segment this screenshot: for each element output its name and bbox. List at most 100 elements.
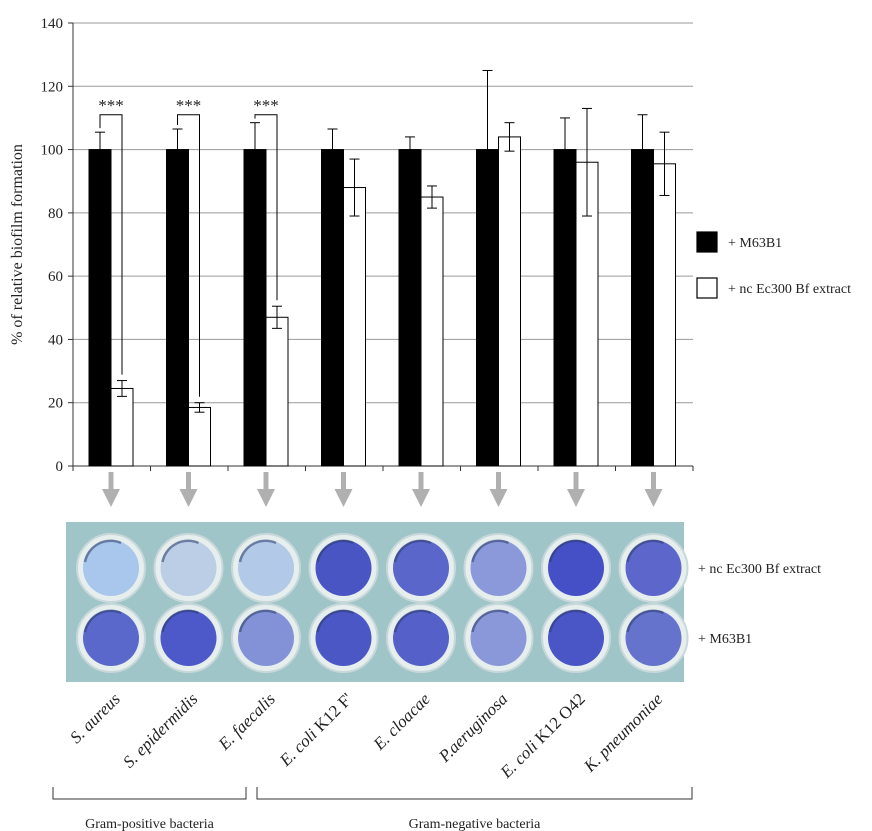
significance-label: *** — [253, 96, 279, 115]
down-arrow-icon — [489, 472, 508, 507]
legend-swatch — [696, 231, 718, 253]
arrow-shaft — [263, 472, 269, 492]
plate-row-label: + nc Ec300 Bf extract — [698, 562, 821, 577]
y-axis-title: % of relative biofilm formation — [9, 144, 26, 345]
bacteria-label: E. coli K12 F' — [275, 689, 356, 770]
well-meniscus — [83, 539, 122, 563]
legend-label: + M63B1 — [728, 236, 782, 251]
group-bracket: Gram-negative bacteria — [256, 787, 693, 831]
significance-bracket — [177, 114, 200, 397]
arrow-shaft — [651, 472, 656, 492]
well-liquid — [470, 610, 527, 666]
well-meniscus — [471, 609, 510, 633]
well-liquid — [238, 540, 294, 596]
well — [463, 603, 534, 673]
significance-label: *** — [176, 96, 202, 115]
well-liquid — [625, 540, 682, 596]
significance-label: *** — [98, 96, 124, 115]
well-meniscus — [161, 609, 200, 633]
bacteria-label: S. epidermidis — [119, 689, 201, 771]
well — [386, 603, 456, 673]
down-arrow-icon — [257, 472, 275, 507]
well — [308, 603, 379, 673]
y-tick-label: 80 — [48, 206, 63, 222]
well — [153, 533, 224, 603]
series-0 — [88, 69, 654, 467]
y-tick-label: 0 — [56, 459, 64, 475]
arrow-shaft — [108, 472, 114, 492]
bar — [420, 196, 444, 467]
bacteria-label: E. cloacae — [369, 689, 434, 754]
series-1 — [110, 107, 676, 467]
y-tick-label: 40 — [48, 332, 63, 348]
well — [231, 603, 301, 673]
y-tick-label: 140 — [41, 16, 64, 32]
well-meniscus — [626, 609, 665, 633]
legend: + M63B1 + nc Ec300 Bf extract — [696, 231, 851, 299]
bar — [321, 149, 344, 467]
well — [153, 603, 224, 673]
bar — [88, 149, 112, 467]
well-meniscus — [83, 609, 122, 633]
bacteria-label: S. aureus — [66, 689, 124, 747]
well-meniscus — [471, 539, 510, 563]
well-meniscus — [393, 609, 432, 633]
bar — [243, 149, 267, 467]
well-meniscus — [238, 539, 277, 563]
well-liquid — [160, 610, 217, 666]
bacteria-label: K. pneumoniae — [579, 689, 666, 776]
well-meniscus — [161, 539, 200, 563]
bacteria-name: P.aeruginosa — [434, 689, 511, 766]
significance-bracket — [99, 114, 123, 375]
well-meniscus — [548, 539, 587, 563]
well-meniscus — [316, 539, 355, 563]
y-tick-label: 20 — [48, 396, 63, 412]
bar — [343, 187, 366, 467]
well-liquid — [548, 540, 604, 596]
down-arrow-icon — [567, 472, 585, 507]
bar — [553, 149, 577, 467]
well — [76, 533, 146, 603]
well — [308, 533, 379, 603]
plate-row-label: + M63B1 — [698, 632, 752, 647]
well-liquid — [548, 610, 604, 666]
down-arrow-icon — [412, 472, 430, 507]
bracket-line — [256, 787, 693, 800]
arrow-shaft — [418, 472, 424, 492]
bar — [265, 316, 289, 467]
well-liquid — [238, 610, 294, 666]
well — [231, 533, 301, 603]
arrow-head — [179, 489, 198, 507]
arrow-head — [489, 489, 508, 507]
bar — [498, 136, 521, 467]
well — [541, 603, 611, 673]
bacteria-name: S. epidermidis — [119, 689, 201, 771]
group-label: Gram-negative bacteria — [409, 817, 542, 831]
arrow-head — [567, 489, 585, 507]
bacteria-name: K. pneumoniae — [579, 689, 666, 776]
y-tick-label: 100 — [41, 143, 64, 159]
bar — [188, 406, 211, 467]
bar — [166, 149, 189, 467]
arrow-shaft — [496, 472, 501, 492]
down-arrow-icon — [644, 472, 663, 507]
well-liquid — [470, 540, 527, 596]
bacteria-name: E. cloacae — [369, 689, 434, 754]
legend-swatch — [696, 277, 718, 299]
bar — [110, 387, 134, 467]
significance-bracket — [254, 114, 278, 301]
arrow-head — [412, 489, 430, 507]
well-meniscus — [316, 609, 355, 633]
arrow-head — [257, 489, 275, 507]
bar — [631, 149, 654, 467]
arrow-shaft — [573, 472, 579, 492]
arrow-head — [334, 489, 353, 507]
well — [76, 603, 146, 673]
well — [386, 533, 456, 603]
bacteria-label: E. faecalis — [214, 689, 279, 754]
arrow-head — [644, 489, 663, 507]
well — [541, 533, 611, 603]
arrow-head — [102, 489, 120, 507]
well-liquid — [83, 610, 139, 666]
legend-label: + nc Ec300 Bf extract — [728, 282, 851, 297]
